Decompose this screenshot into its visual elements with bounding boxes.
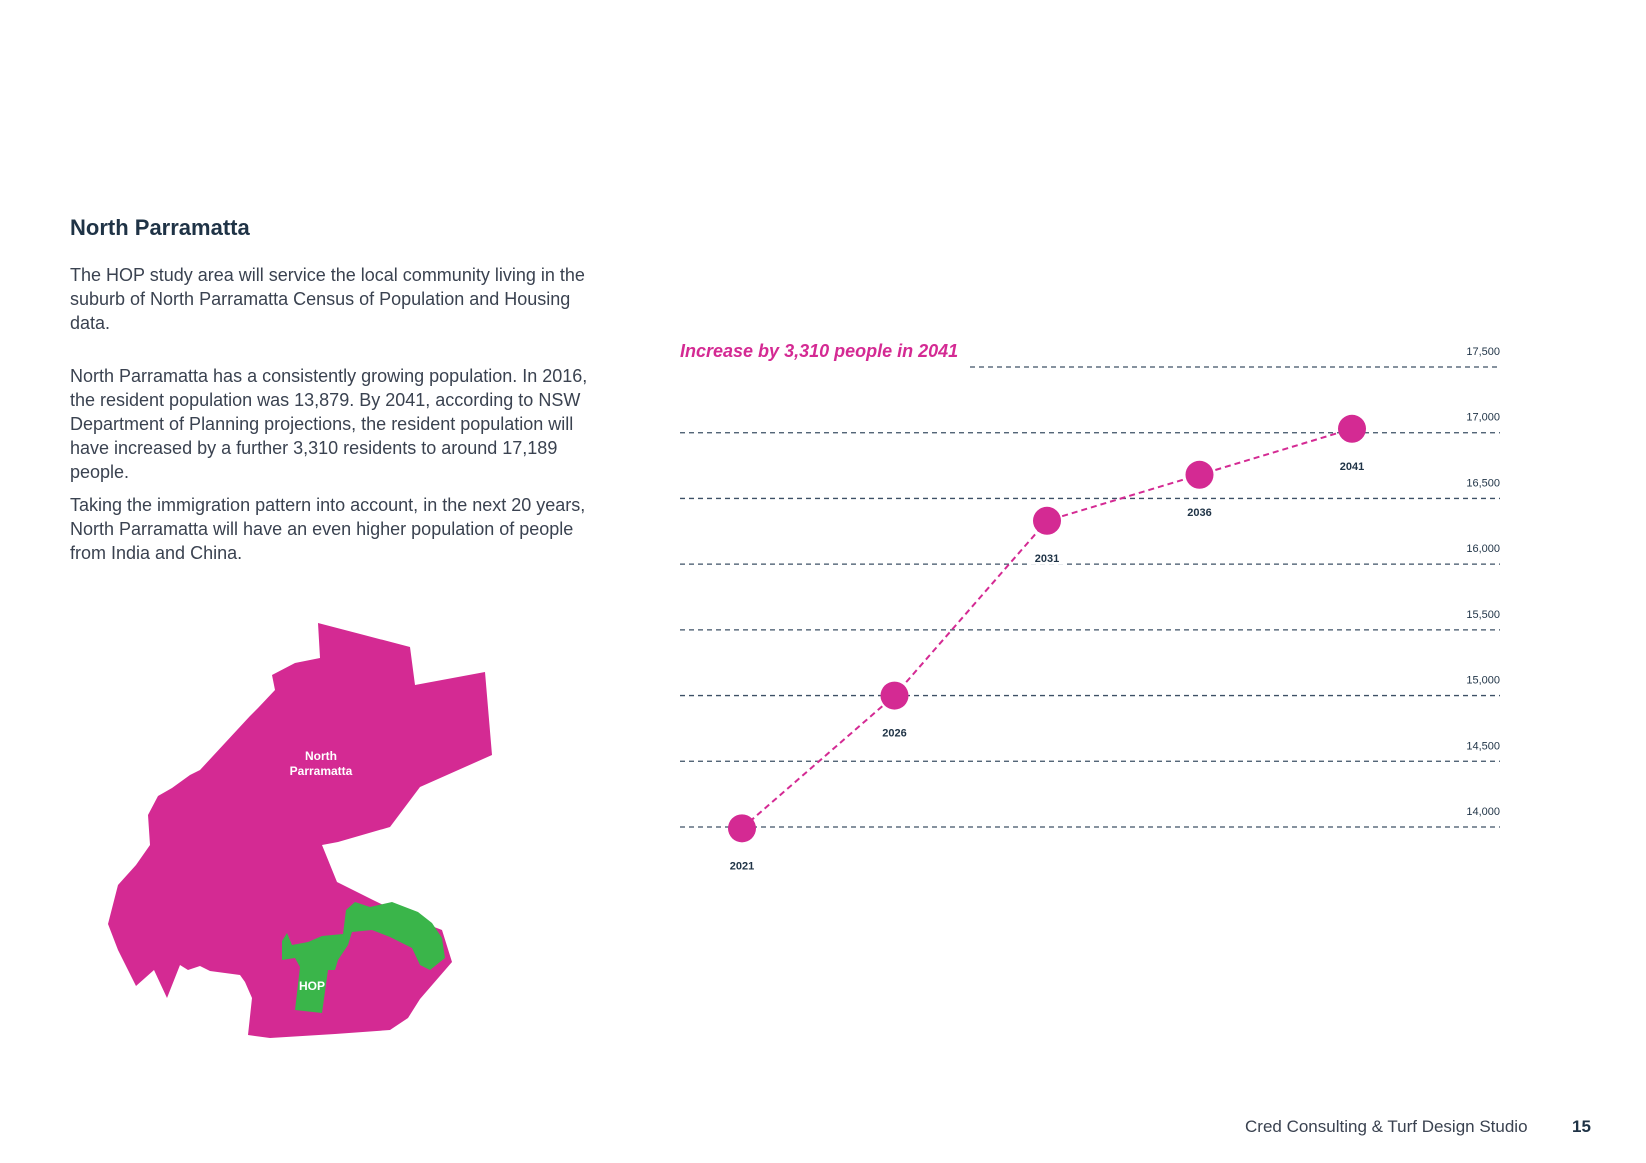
- x-label-backing: [1181, 502, 1218, 519]
- intro-paragraph: The HOP study area will service the loca…: [70, 265, 585, 333]
- page-title: North Parramatta: [70, 215, 250, 240]
- x-tick-label: 2036: [1187, 507, 1211, 519]
- x-label-backing: [724, 856, 760, 873]
- page-number: 15: [1572, 1117, 1591, 1136]
- x-tick-label: 2041: [1340, 461, 1364, 473]
- suburb-label: North: [305, 749, 337, 763]
- y-tick-label: 17,500: [1466, 346, 1500, 358]
- chart-y-tick-labels: 14,000 14,500 15,000 15,500 16,000 16,500 17,0…: [1466, 346, 1500, 818]
- population-paragraph: North Parramatta has a consistently grow…: [70, 366, 588, 482]
- x-label-backing: [876, 723, 913, 740]
- chart-annotation: Increase by 3,310 people in 2041: [680, 341, 958, 361]
- y-tick-label: 16,500: [1466, 477, 1500, 489]
- data-point-2026: [880, 681, 909, 710]
- suburb-label-line2: Parramatta: [290, 764, 353, 778]
- x-tick-label: 2031: [1035, 553, 1059, 565]
- y-tick-label: 17,000: [1466, 412, 1500, 424]
- x-tick-label: 2021: [730, 860, 754, 872]
- data-point-2036: [1185, 460, 1214, 489]
- footer-credit: Cred Consulting & Turf Design Studio: [1245, 1117, 1528, 1136]
- data-point-2021: [728, 814, 756, 843]
- chart-x-tick-labels: 2021 2026 2031 2036 2041: [724, 456, 1370, 873]
- chart-data-points: [728, 414, 1366, 843]
- x-tick-label: 2026: [882, 728, 906, 740]
- hop-study-area: [282, 902, 445, 1013]
- population-line-chart: 14,000 14,500 15,000 15,500 16,000 16,500 17,0…: [680, 341, 1500, 873]
- immigration-paragraph: Taking the immigration pattern into acco…: [70, 495, 586, 563]
- suburb-map: North Parramatta HOP: [108, 623, 492, 1038]
- y-tick-label: 15,500: [1466, 609, 1500, 621]
- x-label-backing: [1029, 548, 1065, 565]
- x-label-backing: [1334, 456, 1370, 473]
- data-point-2031: [1033, 506, 1061, 535]
- y-tick-label: 15,000: [1466, 675, 1500, 687]
- hop-label: HOP: [299, 979, 325, 993]
- population-line: [741, 427, 1353, 830]
- y-tick-label: 14,000: [1466, 806, 1500, 818]
- data-point-2041: [1338, 414, 1366, 443]
- y-tick-label: 14,500: [1466, 740, 1500, 752]
- chart-gridlines: [680, 366, 1500, 828]
- y-tick-label: 16,000: [1466, 543, 1500, 555]
